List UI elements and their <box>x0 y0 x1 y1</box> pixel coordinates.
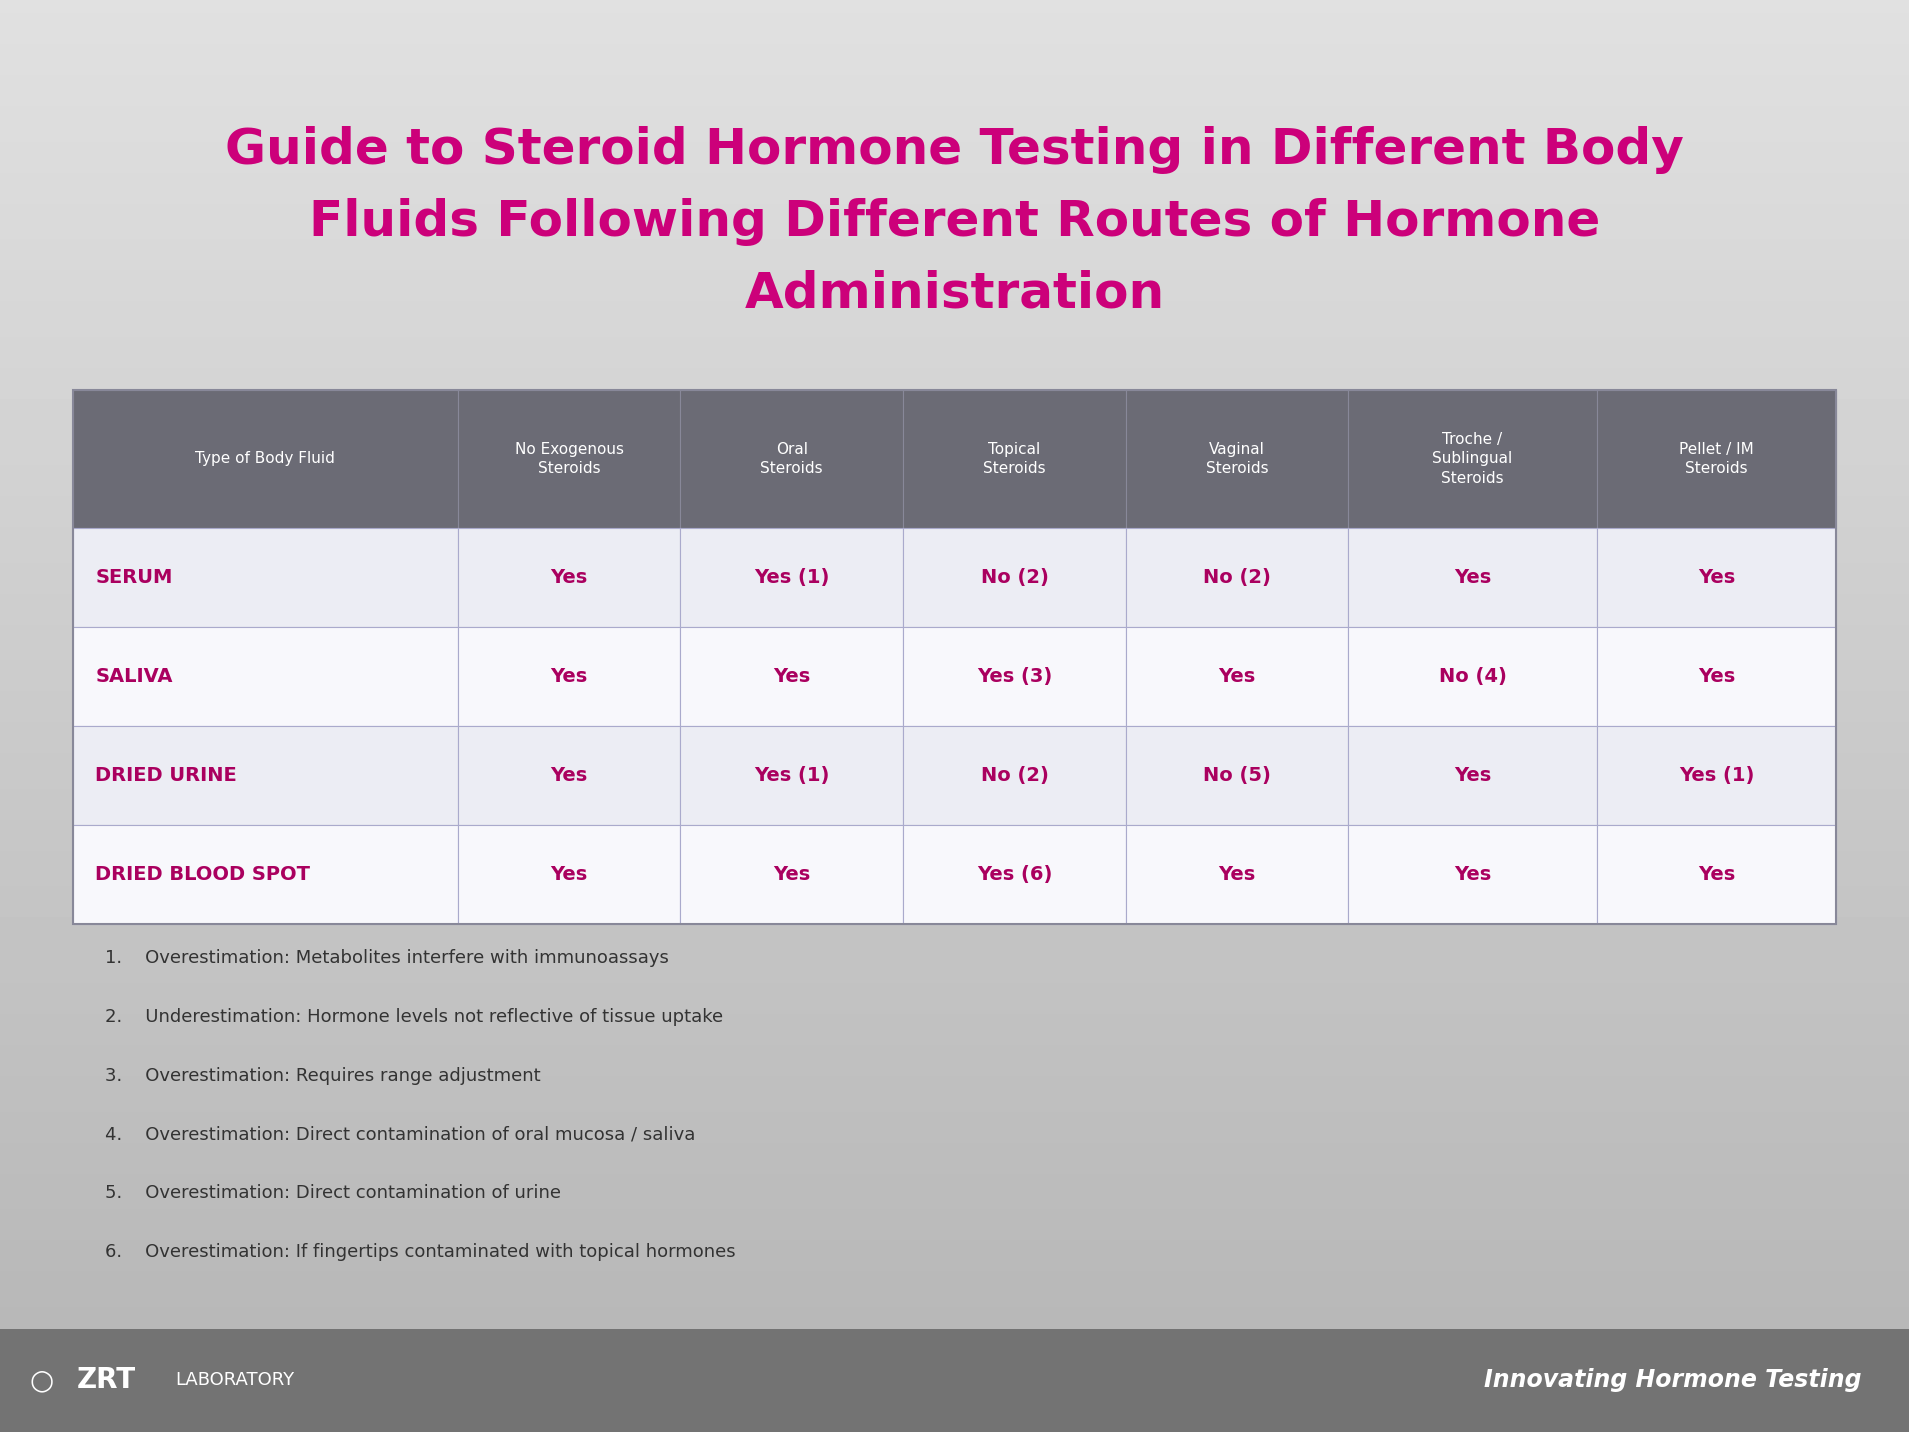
Text: Type of Body Fluid: Type of Body Fluid <box>195 451 336 467</box>
Bar <box>458 627 680 726</box>
Text: Yes: Yes <box>1455 865 1491 884</box>
Text: 3.    Overestimation: Requires range adjustment: 3. Overestimation: Requires range adjust… <box>105 1067 540 1085</box>
Bar <box>1126 726 1348 825</box>
Text: Yes: Yes <box>1455 569 1491 587</box>
Text: Yes: Yes <box>550 667 588 686</box>
Bar <box>73 390 1836 924</box>
Bar <box>1596 390 1836 528</box>
Text: Topical
Steroids: Topical Steroids <box>983 441 1046 477</box>
Text: Troche /
Sublingual
Steroids: Troche / Sublingual Steroids <box>1432 431 1512 487</box>
Bar <box>73 627 458 726</box>
Text: No (2): No (2) <box>1203 569 1271 587</box>
Text: Yes: Yes <box>1697 569 1735 587</box>
Bar <box>73 390 458 528</box>
Bar <box>73 825 458 924</box>
Bar <box>458 390 680 528</box>
Bar <box>1348 627 1596 726</box>
Text: No (5): No (5) <box>1203 766 1271 785</box>
Bar <box>680 627 903 726</box>
Bar <box>458 825 680 924</box>
Bar <box>73 726 458 825</box>
Text: Pellet / IM
Steroids: Pellet / IM Steroids <box>1680 441 1754 477</box>
Bar <box>1596 627 1836 726</box>
Bar <box>0 1329 1909 1432</box>
Bar <box>903 627 1126 726</box>
Bar <box>1348 390 1596 528</box>
Text: Yes: Yes <box>1697 865 1735 884</box>
Text: Yes: Yes <box>550 865 588 884</box>
Bar <box>458 726 680 825</box>
Bar <box>1126 528 1348 627</box>
Bar <box>903 390 1126 528</box>
Text: No (2): No (2) <box>981 569 1048 587</box>
Text: No (2): No (2) <box>981 766 1048 785</box>
Bar <box>680 528 903 627</box>
Bar <box>903 528 1126 627</box>
Text: Yes (3): Yes (3) <box>977 667 1052 686</box>
Bar <box>1596 726 1836 825</box>
Text: Yes: Yes <box>1697 667 1735 686</box>
Text: Yes: Yes <box>1455 766 1491 785</box>
Text: Yes: Yes <box>550 766 588 785</box>
Text: LABORATORY: LABORATORY <box>176 1372 294 1389</box>
Bar <box>1126 627 1348 726</box>
Text: Yes (6): Yes (6) <box>977 865 1052 884</box>
Text: No Exogenous
Steroids: No Exogenous Steroids <box>515 441 624 477</box>
Bar <box>1348 825 1596 924</box>
Text: Yes (1): Yes (1) <box>754 766 830 785</box>
Bar <box>680 726 903 825</box>
Text: Yes: Yes <box>773 865 811 884</box>
Text: SERUM: SERUM <box>95 569 174 587</box>
Bar <box>1596 825 1836 924</box>
Bar <box>1348 726 1596 825</box>
Text: Yes: Yes <box>773 667 811 686</box>
Text: 4.    Overestimation: Direct contamination of oral mucosa / saliva: 4. Overestimation: Direct contamination … <box>105 1126 695 1144</box>
Text: Yes: Yes <box>1218 865 1256 884</box>
Text: Administration: Administration <box>745 269 1164 318</box>
Text: Yes (1): Yes (1) <box>754 569 830 587</box>
Bar <box>680 390 903 528</box>
Bar <box>1348 528 1596 627</box>
Text: SALIVA: SALIVA <box>95 667 174 686</box>
Bar <box>458 528 680 627</box>
Bar <box>1126 390 1348 528</box>
Text: Yes (1): Yes (1) <box>1678 766 1754 785</box>
Text: ○: ○ <box>31 1366 53 1395</box>
Text: Vaginal
Steroids: Vaginal Steroids <box>1206 441 1268 477</box>
Text: Fluids Following Different Routes of Hormone: Fluids Following Different Routes of Hor… <box>309 198 1600 246</box>
Bar <box>903 726 1126 825</box>
Text: 2.    Underestimation: Hormone levels not reflective of tissue uptake: 2. Underestimation: Hormone levels not r… <box>105 1008 724 1027</box>
Bar <box>903 825 1126 924</box>
Text: No (4): No (4) <box>1439 667 1506 686</box>
Text: DRIED URINE: DRIED URINE <box>95 766 237 785</box>
Text: ZRT: ZRT <box>76 1366 136 1395</box>
Bar <box>1126 825 1348 924</box>
Text: Oral
Steroids: Oral Steroids <box>760 441 823 477</box>
Text: 5.    Overestimation: Direct contamination of urine: 5. Overestimation: Direct contamination … <box>105 1184 561 1203</box>
Text: Yes: Yes <box>1218 667 1256 686</box>
Text: Innovating Hormone Testing: Innovating Hormone Testing <box>1483 1369 1861 1392</box>
Bar <box>680 825 903 924</box>
Bar <box>73 528 458 627</box>
Text: 6.    Overestimation: If fingertips contaminated with topical hormones: 6. Overestimation: If fingertips contami… <box>105 1243 735 1262</box>
Text: Yes: Yes <box>550 569 588 587</box>
Text: Guide to Steroid Hormone Testing in Different Body: Guide to Steroid Hormone Testing in Diff… <box>225 126 1684 175</box>
Text: DRIED BLOOD SPOT: DRIED BLOOD SPOT <box>95 865 311 884</box>
Bar <box>1596 528 1836 627</box>
Text: 1.    Overestimation: Metabolites interfere with immunoassays: 1. Overestimation: Metabolites interfere… <box>105 949 668 968</box>
